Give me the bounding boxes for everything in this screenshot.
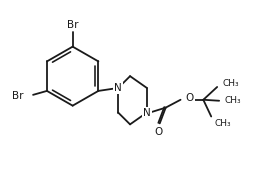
- Text: Br: Br: [67, 20, 78, 30]
- Text: Br: Br: [12, 91, 23, 101]
- Text: N: N: [143, 108, 151, 117]
- Text: CH₃: CH₃: [222, 78, 239, 88]
- Text: O: O: [185, 93, 194, 103]
- Text: O: O: [155, 127, 163, 137]
- Text: N: N: [114, 83, 122, 93]
- Text: CH₃: CH₃: [224, 96, 241, 105]
- Text: CH₃: CH₃: [214, 119, 231, 128]
